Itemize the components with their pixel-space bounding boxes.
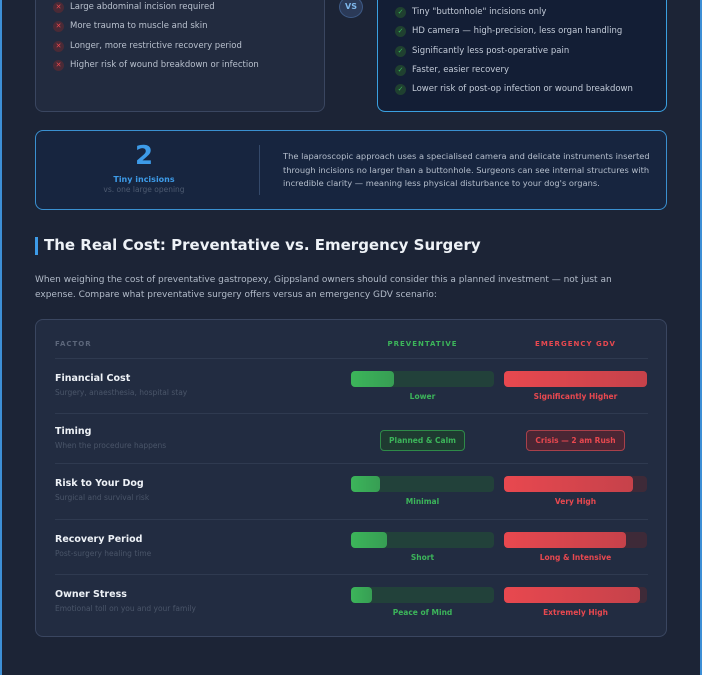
traditional-card: ✕ Large abdominal incision required ✕ More … bbox=[35, 0, 325, 112]
badge-label: Crisis — 2 am Rush bbox=[526, 430, 625, 451]
heading-accent bbox=[35, 237, 38, 255]
traditional-item: More trauma to muscle and skin bbox=[70, 21, 208, 32]
column-header: FACTOR bbox=[55, 340, 92, 348]
check-icon bbox=[395, 64, 406, 76]
factor-detail: Surgery, anaesthesia, hospital stay bbox=[55, 388, 188, 397]
laparoscopic-item: Significantly less post-operative pain bbox=[412, 45, 570, 56]
x-icon-mark: ✕ bbox=[55, 22, 62, 31]
check-icon-mark: ✓ bbox=[397, 46, 404, 55]
x-icon bbox=[53, 2, 64, 13]
x-icon-mark: ✕ bbox=[55, 41, 62, 50]
traditional-item: Large abdominal incision required bbox=[70, 2, 215, 12]
bar-fill bbox=[504, 371, 647, 387]
bar-track bbox=[351, 476, 494, 492]
factor: Timing bbox=[55, 426, 92, 437]
row-separator bbox=[55, 413, 648, 414]
x-icon bbox=[53, 59, 64, 71]
bar-label: Long & Intensive bbox=[539, 553, 612, 562]
bar-fill bbox=[504, 587, 640, 603]
x-icon-mark: ✕ bbox=[55, 60, 62, 69]
edge bbox=[0, 0, 2, 675]
row-separator bbox=[55, 463, 648, 464]
factor-detail: When the procedure happens bbox=[55, 441, 167, 450]
factor-detail: Surgical and survival risk bbox=[55, 493, 150, 502]
column-header: EMERGENCY GDV bbox=[535, 340, 616, 348]
badge-label: Planned & Calm bbox=[380, 430, 465, 451]
laparoscopic-item: HD camera — high-precision, less organ h… bbox=[412, 26, 623, 37]
factor: Financial Cost bbox=[55, 373, 131, 384]
section-intro: When weighing the cost of preventative g… bbox=[35, 275, 612, 300]
laparoscopic-item: Lower risk of post-op infection or wound… bbox=[412, 84, 633, 95]
factor-detail: Emotional toll on you and your family bbox=[55, 604, 196, 613]
factor: Recovery Period bbox=[55, 534, 143, 545]
laparoscopic-item: Tiny "buttonhole" incisions only bbox=[412, 7, 547, 17]
badge: Crisis — 2 am Rush bbox=[504, 428, 647, 451]
bar-label: Peace of Mind bbox=[392, 608, 453, 617]
row-separator bbox=[55, 358, 648, 359]
edge bbox=[700, 0, 702, 675]
check-icon-mark: ✓ bbox=[397, 8, 404, 16]
stat-text: The laparoscopic approach uses a special… bbox=[283, 151, 650, 188]
bar-label: Lower bbox=[409, 392, 436, 401]
stat-value: 2 bbox=[134, 141, 154, 171]
column-header: PREVENTATIVE bbox=[387, 340, 458, 348]
stat-box: 2 Tiny incisions vs. one large opening T… bbox=[35, 130, 667, 210]
bar-fill bbox=[351, 587, 373, 603]
factor: Risk to Your Dog bbox=[55, 478, 144, 489]
divider bbox=[259, 145, 260, 195]
bar-label: Short bbox=[410, 553, 435, 562]
bar-label: Significantly Higher bbox=[533, 392, 618, 401]
check-icon-mark: ✓ bbox=[397, 65, 404, 74]
traditional-item: Higher risk of wound breakdown or infect… bbox=[70, 59, 259, 70]
check-icon bbox=[395, 45, 406, 57]
stat-sublabel: vs. one large opening bbox=[103, 185, 185, 194]
bar-fill bbox=[504, 476, 633, 492]
check-icon-mark: ✓ bbox=[397, 27, 404, 36]
x-icon bbox=[53, 21, 64, 33]
stat-label: Tiny incisions bbox=[113, 175, 175, 184]
bar-fill bbox=[504, 532, 626, 548]
bar-label: Very High bbox=[554, 497, 597, 506]
bar-track bbox=[351, 587, 494, 603]
check-icon bbox=[395, 7, 406, 18]
check-icon bbox=[395, 84, 406, 96]
x-icon-mark: ✕ bbox=[55, 3, 62, 11]
laparoscopic-card: ✓ Tiny "buttonhole" incisions only ✓ HD cam… bbox=[377, 0, 667, 112]
row-separator bbox=[55, 574, 648, 575]
badge: Planned & Calm bbox=[351, 428, 494, 451]
x-icon bbox=[53, 40, 64, 52]
bar-track bbox=[351, 532, 494, 548]
row-separator bbox=[55, 519, 648, 520]
bar-fill bbox=[351, 476, 380, 492]
traditional-item: Longer, more restrictive recovery period bbox=[70, 40, 242, 51]
vs-badge: VS bbox=[339, 0, 363, 18]
bar-label: Extremely High bbox=[543, 608, 608, 617]
check-icon bbox=[395, 26, 406, 38]
bar-fill bbox=[351, 371, 394, 387]
comparison-table: FACTOR PREVENTATIVE EMERGENCY GDV Financial… bbox=[35, 319, 667, 637]
laparoscopic-item: Faster, easier recovery bbox=[412, 64, 510, 75]
bar-fill bbox=[351, 532, 387, 548]
check-icon-mark: ✓ bbox=[397, 85, 404, 94]
factor-detail: Post-surgery healing time bbox=[55, 549, 152, 558]
bar-label: Minimal bbox=[405, 497, 440, 506]
factor: Owner Stress bbox=[55, 589, 127, 600]
section-title: The Real Cost: Preventative vs. Emergenc… bbox=[44, 236, 481, 254]
